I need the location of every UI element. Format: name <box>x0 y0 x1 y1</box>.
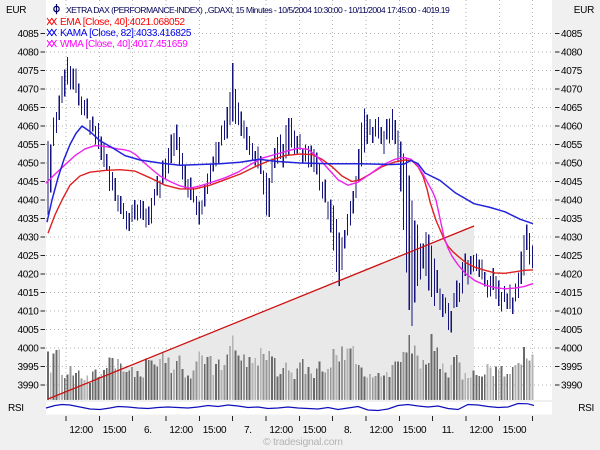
svg-text:4085: 4085 <box>561 29 583 40</box>
svg-text:8.: 8. <box>344 425 352 436</box>
svg-text:4035: 4035 <box>561 214 583 225</box>
svg-text:EUR: EUR <box>6 5 26 16</box>
svg-text:15:00: 15:00 <box>203 425 227 436</box>
svg-text:XETRA DAX (PERFORMANCE-INDEX): XETRA DAX (PERFORMANCE-INDEX) ,.GDAXI, 1… <box>66 5 450 15</box>
svg-text:4025: 4025 <box>17 251 39 262</box>
svg-text:12:00: 12:00 <box>169 425 193 436</box>
svg-text:3995: 3995 <box>561 362 583 373</box>
svg-text:4020: 4020 <box>561 270 583 281</box>
svg-text:4055: 4055 <box>561 140 583 151</box>
svg-text:4020: 4020 <box>17 270 39 281</box>
svg-text:4075: 4075 <box>17 66 39 77</box>
svg-text:4040: 4040 <box>561 196 583 207</box>
svg-text:12:00: 12:00 <box>69 425 93 436</box>
svg-text:WMA [Close, 40]:4017.451659: WMA [Close, 40]:4017.451659 <box>60 39 188 50</box>
svg-text:4030: 4030 <box>561 233 583 244</box>
svg-text:4005: 4005 <box>561 325 583 336</box>
svg-text:15:00: 15:00 <box>103 425 127 436</box>
svg-text:4000: 4000 <box>17 344 39 355</box>
svg-text:4010: 4010 <box>561 307 583 318</box>
svg-text:4040: 4040 <box>17 196 39 207</box>
svg-text:4035: 4035 <box>17 214 39 225</box>
svg-text:4070: 4070 <box>17 85 39 96</box>
svg-text:4000: 4000 <box>561 344 583 355</box>
svg-text:6.: 6. <box>144 425 152 436</box>
svg-text:7.: 7. <box>244 425 252 436</box>
svg-text:12:00: 12:00 <box>369 425 393 436</box>
svg-text:11.: 11. <box>442 425 454 436</box>
svg-text:4045: 4045 <box>17 177 39 188</box>
svg-text:12:00: 12:00 <box>269 425 293 436</box>
svg-text:4010: 4010 <box>17 307 39 318</box>
svg-text:4075: 4075 <box>561 66 583 77</box>
svg-text:4050: 4050 <box>17 159 39 170</box>
svg-text:© tradesignal.com: © tradesignal.com <box>263 436 343 448</box>
svg-text:EUR: EUR <box>574 5 594 16</box>
svg-text:4080: 4080 <box>17 48 39 59</box>
svg-text:4050: 4050 <box>561 159 583 170</box>
svg-text:4060: 4060 <box>17 122 39 133</box>
svg-text:3990: 3990 <box>17 381 39 392</box>
svg-text:4060: 4060 <box>561 122 583 133</box>
svg-text:KAMA [Close, 82]:4033.416825: KAMA [Close, 82]:4033.416825 <box>60 28 192 39</box>
svg-text:4005: 4005 <box>17 325 39 336</box>
svg-text:15:00: 15:00 <box>303 425 327 436</box>
svg-text:4015: 4015 <box>17 288 39 299</box>
svg-text:4045: 4045 <box>561 177 583 188</box>
svg-text:RSI: RSI <box>8 403 24 414</box>
svg-text:3990: 3990 <box>561 381 583 392</box>
svg-text:15:00: 15:00 <box>403 425 427 436</box>
svg-text:4015: 4015 <box>561 288 583 299</box>
svg-text:4080: 4080 <box>561 48 583 59</box>
svg-text:4030: 4030 <box>17 233 39 244</box>
svg-text:15:00: 15:00 <box>503 425 527 436</box>
svg-text:RSI: RSI <box>578 403 594 414</box>
svg-text:12:00: 12:00 <box>469 425 493 436</box>
svg-text:4065: 4065 <box>17 103 39 114</box>
svg-text:EMA [Close, 40]:4021.068052: EMA [Close, 40]:4021.068052 <box>60 17 186 28</box>
svg-text:4065: 4065 <box>561 103 583 114</box>
svg-text:4070: 4070 <box>561 85 583 96</box>
svg-text:4085: 4085 <box>17 29 39 40</box>
svg-text:4055: 4055 <box>17 140 39 151</box>
svg-text:4025: 4025 <box>561 251 583 262</box>
svg-text:3995: 3995 <box>17 362 39 373</box>
